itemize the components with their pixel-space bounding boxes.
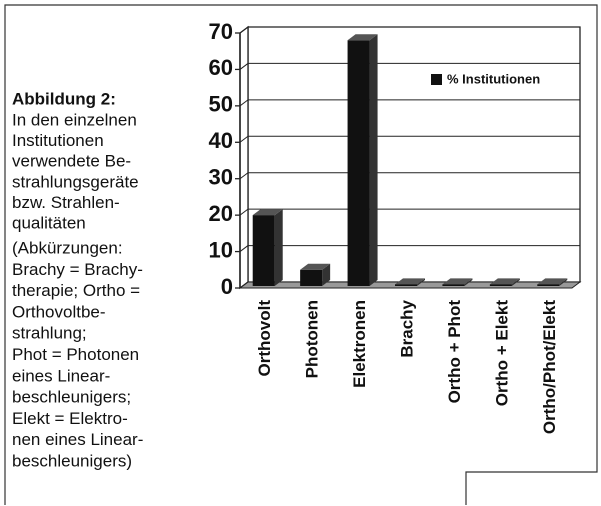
grid-line xyxy=(239,26,249,34)
bar-side xyxy=(322,263,331,286)
caption-line: strahlungsgeräte xyxy=(12,172,139,191)
y-tick-label: 20 xyxy=(209,201,233,226)
bar-top xyxy=(537,278,568,285)
caption-note-line: nen eines Linear- xyxy=(12,430,143,449)
caption-title: Abbildung 2: xyxy=(12,89,116,108)
grid-line xyxy=(239,135,249,143)
bar-side xyxy=(274,209,283,286)
caption-note-line: beschleunigers; xyxy=(12,388,131,407)
x-tick-label: Ortho/Phot/Elekt xyxy=(540,300,559,434)
bar-side xyxy=(464,278,473,286)
y-tick-label: 70 xyxy=(209,19,233,44)
caption-note-line: (Abkürzungen: xyxy=(12,238,123,257)
x-tick-label: Ortho + Elekt xyxy=(492,300,511,407)
back-wall xyxy=(247,26,581,283)
caption-note-line: Elekt = Elektro- xyxy=(12,409,128,428)
bar-side xyxy=(417,278,425,286)
bar xyxy=(489,284,512,286)
bar xyxy=(537,284,560,286)
y-tick-label: 40 xyxy=(209,128,233,153)
y-tick-label: 60 xyxy=(209,55,233,80)
bar xyxy=(347,40,370,287)
caption-note-line: Brachy = Brachy- xyxy=(12,260,143,279)
bar-top xyxy=(300,263,331,270)
bar-side xyxy=(369,34,378,287)
caption-line: Institutionen xyxy=(12,131,104,150)
bar-top xyxy=(347,34,378,41)
bar-top xyxy=(489,278,520,285)
caption-note-line: strahlung; xyxy=(12,324,87,343)
caption-note-line: eines Linear- xyxy=(12,366,110,385)
grid-line xyxy=(239,172,249,180)
bar xyxy=(252,215,275,286)
x-tick-label: Ortho + Phot xyxy=(445,300,464,404)
bar-side xyxy=(511,278,520,286)
frame xyxy=(4,4,598,505)
caption-note-line: Phot = Photonen xyxy=(12,345,139,364)
caption-note-line: therapie; Ortho = xyxy=(12,281,140,300)
legend-swatch xyxy=(431,74,442,85)
caption-line: qualitäten xyxy=(12,213,86,232)
y-tick-label: 50 xyxy=(209,92,233,117)
grid-line xyxy=(239,63,249,70)
caption-line: In den einzelnen xyxy=(12,110,137,129)
caption-note-line: beschleunigers) xyxy=(12,451,132,470)
grid-line xyxy=(239,245,249,252)
x-tick-label: Photonen xyxy=(303,300,322,378)
caption-line: verwendete Be- xyxy=(12,152,131,171)
x-tick-label: Brachy xyxy=(397,299,416,357)
caption-note-line: Orthovoltbe- xyxy=(12,302,106,321)
bar-top xyxy=(442,278,473,285)
bar-top xyxy=(395,278,425,285)
x-tick-label: Elektronen xyxy=(350,300,369,388)
y-tick-label: 0 xyxy=(221,274,233,299)
bar xyxy=(442,284,465,286)
bar xyxy=(300,269,323,286)
grid-line xyxy=(239,208,249,216)
grid-line xyxy=(239,281,249,289)
x-tick-label: Orthovolt xyxy=(255,300,274,377)
bar-side xyxy=(559,278,568,286)
bar-top xyxy=(252,209,283,216)
legend-label: % Institutionen xyxy=(447,71,540,86)
caption-line: bzw. Strahlen- xyxy=(12,193,120,212)
grid-line xyxy=(239,99,249,107)
y-tick-label: 10 xyxy=(209,237,233,262)
bar xyxy=(395,284,417,286)
y-tick-label: 30 xyxy=(209,165,233,190)
